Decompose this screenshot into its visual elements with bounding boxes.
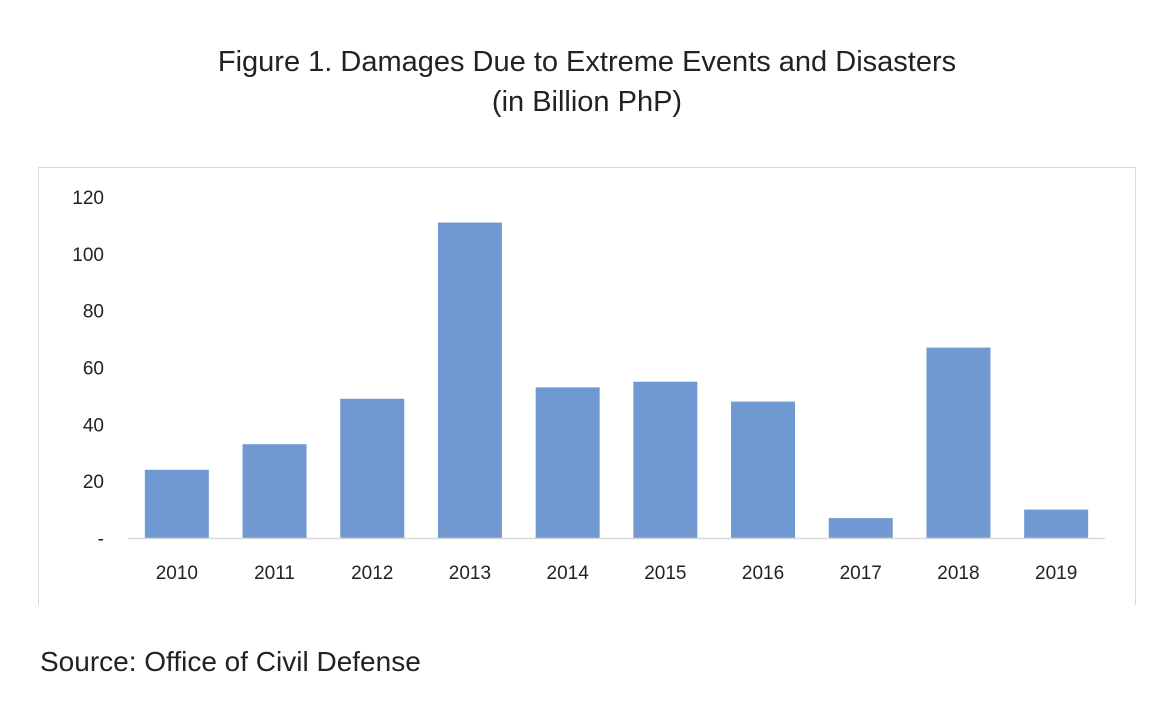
x-tick-label: 2010 [156, 563, 198, 584]
bar-2011 [242, 444, 307, 538]
bar-2014 [535, 387, 600, 538]
bar-2017 [828, 518, 893, 538]
chart-title-line-1: Figure 1. Damages Due to Extreme Events … [217, 46, 957, 78]
chart-title: Figure 1. Damages Due to Extreme Events … [0, 42, 1174, 122]
x-tick-label: 2018 [937, 563, 979, 584]
x-tick-label: 2011 [254, 563, 295, 584]
chart-title-line-2: (in Billion PhP) [491, 86, 683, 118]
bar-2012 [340, 398, 405, 538]
bar-2019 [1024, 509, 1089, 538]
bar-2018 [926, 347, 991, 538]
x-tick-label: 2016 [742, 563, 784, 584]
y-tick-label: 60 [83, 359, 104, 380]
bar-2015 [633, 381, 698, 538]
y-tick-label: 80 [83, 302, 104, 323]
bar-2013 [437, 222, 502, 538]
source-note: Source: Office of Civil Defense [40, 646, 421, 677]
x-tick-label: 2012 [351, 563, 393, 584]
x-tick-label: 2013 [449, 563, 491, 584]
y-tick-label: 100 [72, 245, 104, 266]
bar-2010 [144, 469, 209, 538]
x-tick-label: 2014 [547, 563, 590, 584]
bar-2016 [731, 401, 796, 538]
x-tick-label: 2017 [840, 563, 882, 584]
x-tick-label: 2015 [644, 563, 686, 584]
chart-frame [38, 167, 1136, 605]
y-tick-label: 40 [83, 415, 104, 436]
x-tick-label: 2019 [1035, 563, 1077, 584]
y-tick-label: 120 [72, 188, 104, 209]
y-tick-label: 20 [83, 472, 104, 493]
y-tick-label: - [98, 529, 104, 550]
